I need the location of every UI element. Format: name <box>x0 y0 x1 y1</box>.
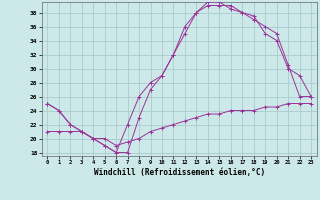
X-axis label: Windchill (Refroidissement éolien,°C): Windchill (Refroidissement éolien,°C) <box>94 168 265 177</box>
